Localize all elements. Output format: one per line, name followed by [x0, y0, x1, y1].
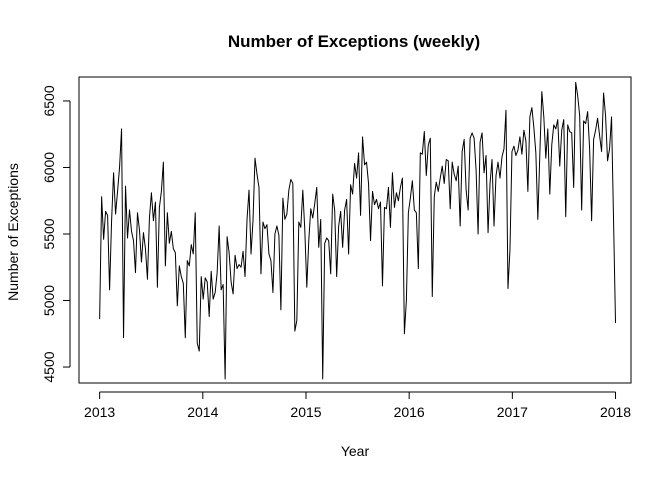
- x-axis-label: Year: [341, 443, 370, 459]
- chart-title: Number of Exceptions (weekly): [228, 32, 480, 51]
- x-axis: 2013 2014 2015 2016 2017 2018: [84, 391, 631, 420]
- x-tick-label: 2014: [187, 404, 218, 420]
- y-axis-label: Number of Exceptions: [5, 163, 21, 301]
- y-tick-label: 4500: [41, 351, 57, 382]
- plot-frame: [78, 76, 632, 384]
- y-tick-label: 6000: [41, 152, 57, 183]
- y-tick-label: 5500: [41, 218, 57, 249]
- x-tick-label: 2013: [84, 404, 115, 420]
- x-tick-label: 2017: [497, 404, 528, 420]
- x-tick-label: 2018: [600, 404, 631, 420]
- y-tick-label: 6500: [41, 85, 57, 116]
- series-line: [99, 81, 617, 380]
- y-axis: 4500 5000 5500 6000 6500: [41, 85, 71, 383]
- y-tick-label: 5000: [41, 285, 57, 316]
- x-tick-label: 2016: [394, 404, 425, 420]
- x-tick-label: 2015: [290, 404, 321, 420]
